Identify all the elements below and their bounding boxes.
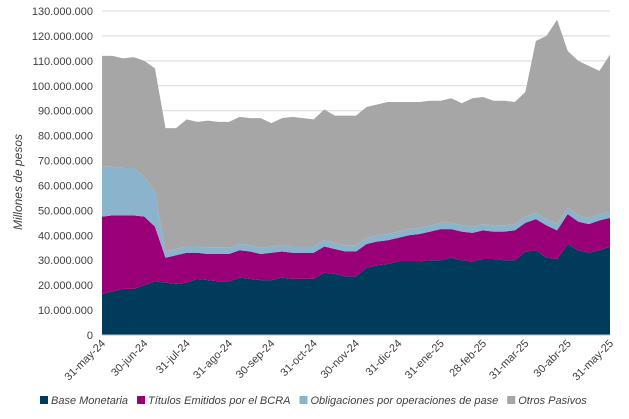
x-tick-label: 31-may-25 [570,338,616,384]
y-tick-labels: 0 10.000.000 20.000.000 30.000.000 40.000.00… [32,6,93,342]
x-tick-label: 30-sep-24 [234,338,278,382]
y-tick-label: 30.000.000 [38,255,93,267]
x-tick-label: 31-ene-25 [403,338,447,382]
y-tick-label: 110.000.000 [33,56,93,68]
y-tick-label: 40.000.000 [38,230,93,242]
x-tick-label: 30-jun-24 [109,338,150,379]
x-tick-label: 28-feb-25 [447,338,489,380]
area-otros-pasivos [102,19,610,252]
legend-swatch [137,396,146,404]
y-tick-label: 10.000.000 [38,305,93,317]
y-tick-label: 100.000.000 [32,81,93,93]
x-tick-label: 31-jul-24 [154,338,193,377]
y-tick-label: 130.000.000 [32,6,93,18]
x-tick-label: 30-abr-25 [532,338,574,380]
x-tick-labels: 31-may-24 30-jun-24 31-jul-2431-ago-2430-s… [62,338,616,384]
y-tick-label: 0 [87,330,93,342]
y-tick-label: 60.000.000 [38,180,93,192]
y-tick-label: 90.000.000 [38,106,93,118]
legend-swatch [299,396,308,404]
area-base-monetaria [102,244,610,335]
y-tick-label: 70.000.000 [38,156,93,168]
legend-label: Otros Pasivos [518,395,587,407]
legend-label: Base Monetaria [51,395,128,407]
x-tick-label: 31-dic-24 [364,338,405,379]
area-titulos-emitidos-por-el-bcra [102,214,610,294]
y-tick-label: 120.000.000 [32,31,93,43]
x-tick-label: 30-nov-24 [319,338,363,382]
legend-label: Obligaciones por operaciones de pase [310,395,498,407]
x-tick-label: 31-ago-24 [191,338,235,382]
x-tick-label: 31-oct-24 [278,338,319,379]
y-axis-label: Millones de pesos [11,134,25,230]
legend-swatch [507,396,516,404]
x-tick-label: 31-mar-25 [487,338,531,382]
series-areas [102,19,610,335]
y-tick-label: 50.000.000 [38,205,93,217]
y-tick-label: 80.000.000 [38,131,93,143]
legend: Base Monetaria Títulos Emitidos por el BC… [40,395,587,407]
legend-label: Títulos Emitidos por el BCRA [148,395,290,407]
y-tick-label: 20.000.000 [38,280,93,292]
x-tick-label: 31-may-24 [62,338,108,384]
legend-swatch [40,396,48,404]
